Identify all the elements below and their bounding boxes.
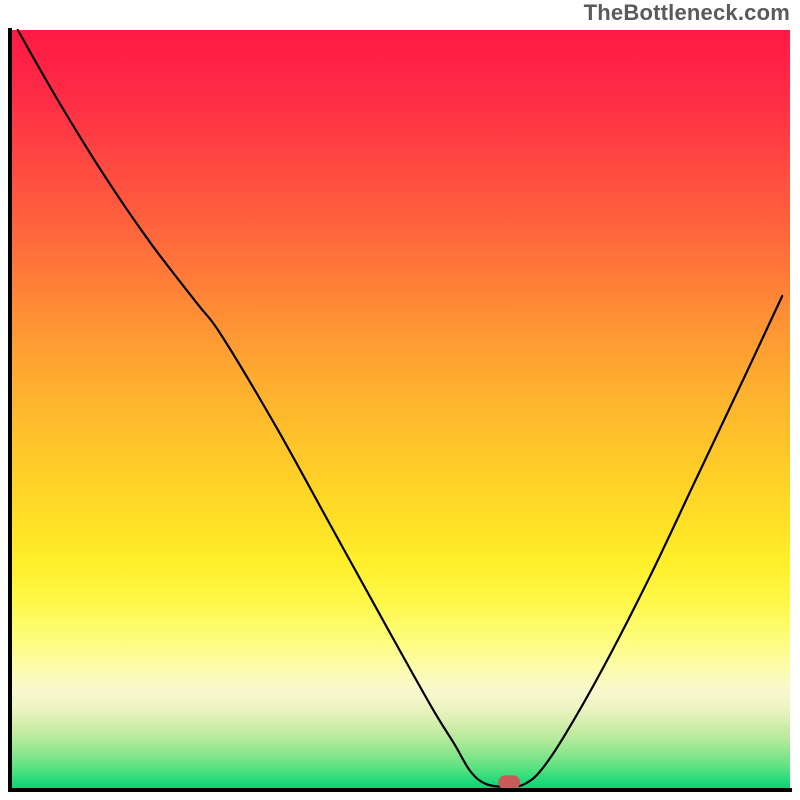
optimal-marker — [498, 775, 520, 789]
chart-background — [10, 30, 790, 790]
chart-container: { "watermark": "TheBottleneck.com", "cha… — [0, 0, 800, 800]
bottleneck-chart — [0, 0, 800, 800]
watermark-text: TheBottleneck.com — [584, 0, 790, 26]
